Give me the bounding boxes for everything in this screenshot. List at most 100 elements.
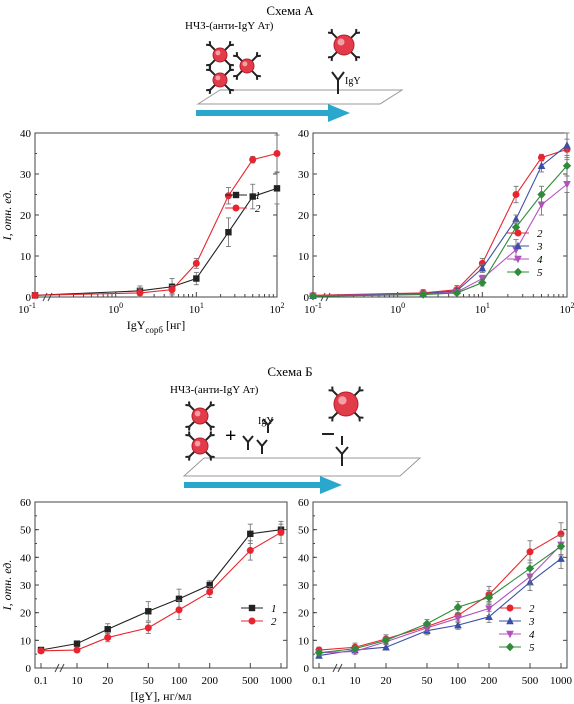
- series-line: [34, 187, 278, 296]
- data-point: [526, 548, 534, 556]
- data-point: [192, 259, 200, 267]
- scheme-a-igy-label: IgY: [345, 76, 361, 87]
- data-point: [512, 214, 520, 223]
- legend-marker-2: [506, 604, 514, 612]
- data-point: [453, 602, 463, 612]
- scheme-b-immobilized-igy: [322, 433, 349, 466]
- free-igy-3: [242, 435, 254, 450]
- legend-label-1: 1: [271, 603, 277, 615]
- series-line: [40, 529, 282, 651]
- legend: 12: [241, 603, 277, 628]
- legend-marker-1: [248, 604, 256, 612]
- legend-label-2: 2: [529, 603, 535, 615]
- legend-marker-2: [248, 617, 256, 625]
- y-tick-label: 60: [298, 497, 310, 509]
- series-line: [34, 152, 278, 296]
- data-point: [478, 278, 487, 287]
- x-tick-label: 101: [189, 301, 204, 316]
- x-tick-label: 1000: [270, 675, 293, 687]
- legend-marker-4: [506, 630, 514, 639]
- x-tick-label: 10: [350, 675, 362, 687]
- data-point: [485, 612, 493, 621]
- data-point: [512, 191, 520, 198]
- scheme-b-np-label: НЧЗ-(анти-IgY Ат): [170, 384, 259, 396]
- y-tick-label: 20: [20, 210, 32, 222]
- x-tick-label: 500: [522, 675, 539, 687]
- y-tick-label: 10: [20, 635, 32, 647]
- x-tick-label: 102: [270, 301, 285, 316]
- y-tick-label: 10: [298, 251, 310, 263]
- x-tick-label: 0.1: [312, 675, 326, 687]
- series-2: [37, 520, 285, 655]
- data-point: [144, 624, 152, 632]
- y-tick-label: 0: [26, 292, 32, 304]
- data-point: [246, 546, 254, 554]
- series-line: [318, 544, 562, 654]
- y-tick-label: 40: [20, 552, 32, 564]
- legend-label-1: 1: [255, 190, 261, 202]
- y-tick-label: 60: [20, 497, 32, 509]
- y-tick-label: 10: [298, 635, 310, 647]
- y-tick-label: 50: [298, 525, 310, 537]
- scheme-a-slide: [196, 89, 404, 105]
- series-5: [308, 155, 572, 301]
- scheme-b-slide: [182, 457, 422, 477]
- series-line: [312, 148, 568, 296]
- x-tick-label: 100: [450, 675, 467, 687]
- y-tick-label: 30: [20, 169, 32, 181]
- particle-b1: [185, 401, 215, 431]
- data-point: [104, 634, 112, 642]
- x-axis-label: IgYсорб [нг]: [127, 318, 186, 335]
- series-3: [309, 132, 571, 299]
- data-point: [525, 564, 535, 573]
- data-point: [452, 288, 462, 298]
- chart-a-left: 0 10 20 30 40 100 101 102 10-1 I, отн. ед. IgYсорб…: [0, 128, 285, 335]
- scheme-a-nanoparticles: [206, 28, 361, 94]
- x-tick-label: 100: [108, 301, 123, 316]
- scheme-b-title: Схема Б: [267, 364, 312, 379]
- legend-label-2: 2: [271, 616, 277, 628]
- x-tick-label: 1000: [550, 675, 573, 687]
- x-tick-label: 20: [381, 675, 393, 687]
- particle-a-bound: [327, 28, 361, 62]
- series-2: [31, 134, 281, 299]
- legend-label-3: 3: [536, 241, 543, 253]
- x-tick-label: 50: [143, 675, 155, 687]
- data-point: [136, 289, 144, 297]
- legend-label-5: 5: [537, 267, 543, 279]
- legend-marker-2: [232, 204, 240, 212]
- legend-marker-4: [514, 255, 522, 264]
- legend-label-4: 4: [537, 254, 543, 266]
- data-point: [277, 528, 285, 536]
- scheme-b-free-igy: [242, 418, 274, 454]
- data-point: [206, 581, 213, 589]
- x-tick-label: 101: [475, 301, 490, 316]
- data-point: [556, 542, 566, 551]
- data-point: [273, 185, 281, 192]
- legend-label-2: 2: [537, 228, 543, 240]
- y-tick-label: 30: [298, 580, 310, 592]
- series-line: [318, 545, 562, 654]
- series-line: [318, 558, 562, 657]
- x-tick-label: 102: [560, 301, 574, 316]
- data-point: [175, 595, 183, 603]
- x-tick-label: 10: [72, 675, 84, 687]
- data-point: [350, 644, 360, 653]
- legend-marker-5: [513, 267, 523, 277]
- y-axis-label: I, отн. ед.: [0, 190, 14, 242]
- y-tick-label: 40: [298, 128, 310, 140]
- x-tick-label: 100: [390, 301, 405, 316]
- data-point: [206, 588, 214, 596]
- data-point: [422, 619, 432, 628]
- x-tick-label: 200: [201, 675, 218, 687]
- data-point: [104, 626, 111, 633]
- data-point: [308, 291, 318, 301]
- data-point: [168, 286, 176, 294]
- particle-a1: [206, 41, 234, 69]
- x-tick-label: 100: [171, 675, 188, 687]
- series-1: [31, 172, 281, 299]
- x-tick-label: 200: [481, 675, 498, 687]
- series-5: [314, 536, 566, 657]
- data-point: [562, 161, 572, 170]
